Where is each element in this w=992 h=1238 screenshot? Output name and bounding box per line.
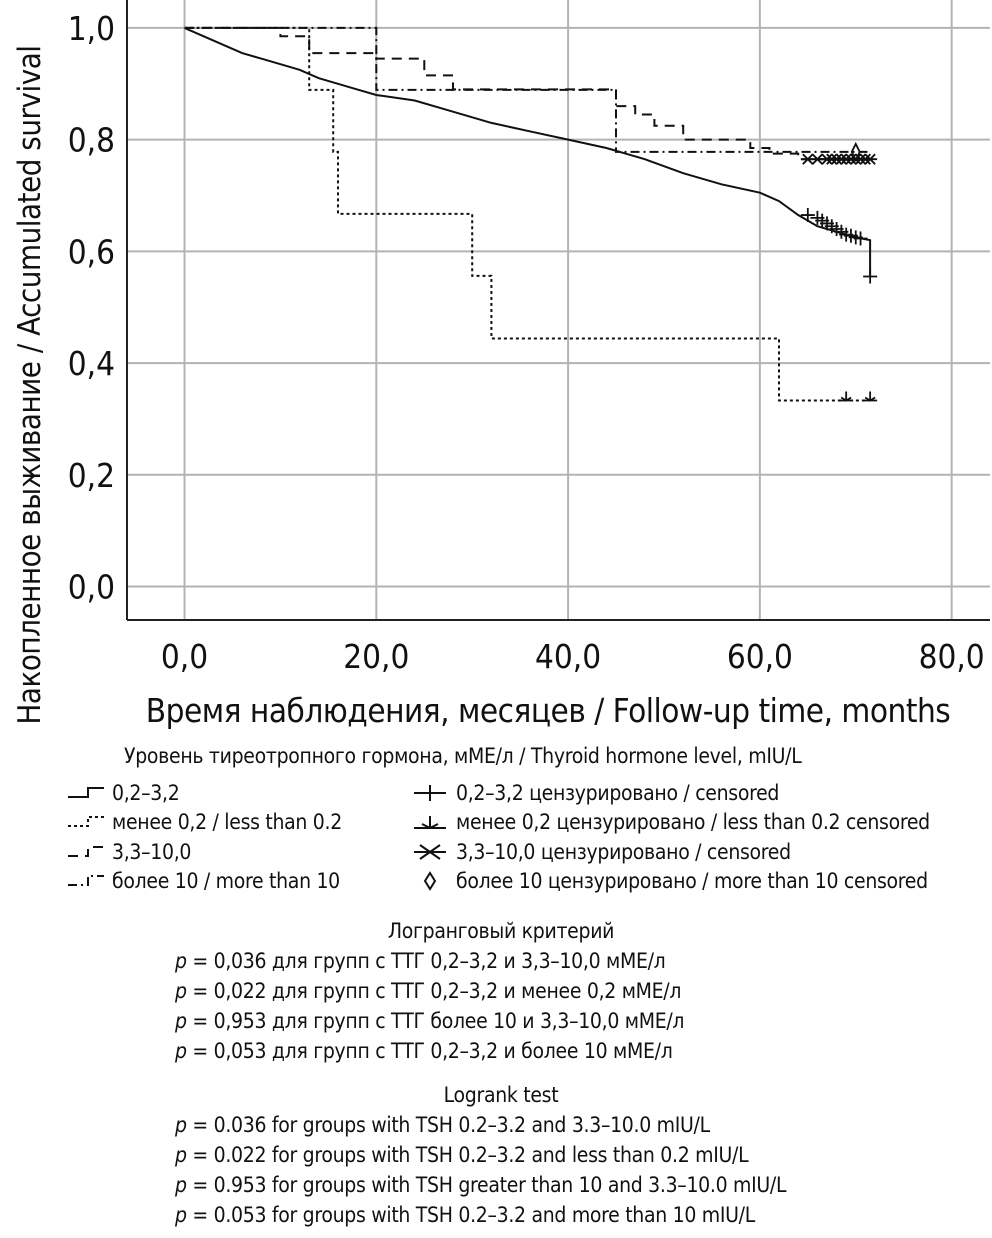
axes bbox=[126, 0, 990, 621]
legend-label: 0,2–3,2 bbox=[112, 780, 180, 805]
y-tick-label: 0,8 bbox=[68, 121, 115, 160]
logrank-line: p = 0.022 for groups with TSH 0.2–3.2 an… bbox=[175, 1143, 749, 1167]
censor-mark-0 bbox=[863, 269, 878, 284]
legend-item-less-than-0-2: менее 0,2 / less than 0.2 bbox=[66, 808, 342, 838]
grid bbox=[127, 0, 990, 620]
logrank-line: p = 0,022 для групп с ТТГ 0,2–3,2 и мене… bbox=[175, 979, 682, 1003]
logrank-line: p = 0,053 для групп с ТТГ 0,2–3,2 и боле… bbox=[175, 1039, 673, 1063]
x-tick-label: 0,0 bbox=[161, 637, 208, 676]
legend-lines: 0,2–3,2 менее 0,2 / less than 0.2 3,3–10… bbox=[66, 778, 342, 896]
legend-item-censored-3-3-10-0: 3,3–10,0 цензурировано / censored bbox=[410, 837, 930, 867]
legend-censors: 0,2–3,2 цензурировано / censored менее 0… bbox=[410, 778, 930, 896]
censor-mark-0 bbox=[800, 208, 815, 223]
y-tick-label: 0,4 bbox=[68, 344, 115, 383]
legend-label: 3,3–10,0 цензурировано / censored bbox=[456, 839, 791, 864]
censor-marks-group bbox=[800, 141, 878, 402]
x-tick-label: 40,0 bbox=[535, 637, 601, 676]
logrank-line: p = 0.953 for groups with TSH greater th… bbox=[175, 1173, 787, 1197]
censor-mark-2 bbox=[863, 153, 878, 165]
legend-item-censored-less-than-0-2: менее 0,2 цензурировано / less than 0.2 … bbox=[410, 808, 930, 838]
logrank-stats-en: Logrank test p = 0.036 for groups with T… bbox=[0, 1080, 992, 1230]
x-tick-label: 80,0 bbox=[919, 637, 985, 676]
survival-line-1 bbox=[184, 26, 871, 402]
y-tick-label: 0,0 bbox=[68, 567, 115, 606]
logrank-line: p = 0.036 for groups with TSH 0.2–3.2 an… bbox=[175, 1113, 710, 1137]
x-tick-label: 60,0 bbox=[727, 637, 793, 676]
y-tick-label: 0,6 bbox=[68, 232, 115, 271]
y-tick-label: 0,2 bbox=[68, 456, 115, 495]
legend-line-swatch bbox=[68, 875, 104, 887]
legend-item-3-3-10-0: 3,3–10,0 bbox=[66, 837, 342, 867]
censor-mark-3 bbox=[850, 141, 861, 162]
y-tick-label: 1,0 bbox=[68, 9, 115, 48]
legend-item-censored-more-than-10: более 10 цензурировано / more than 10 ce… bbox=[410, 867, 930, 897]
legend-line-swatch bbox=[68, 845, 104, 857]
legend-label: более 10 цензурировано / more than 10 ce… bbox=[456, 869, 928, 894]
legend-item-more-than-10: более 10 / more than 10 bbox=[66, 867, 342, 897]
censor-mark-1 bbox=[839, 391, 854, 402]
censor-mark-1 bbox=[863, 391, 878, 402]
legend-label: 0,2–3,2 цензурировано / censored bbox=[456, 780, 780, 805]
logrank-line: p = 0.053 for groups with TSH 0.2–3.2 an… bbox=[175, 1203, 755, 1227]
x-tick-label: 20,0 bbox=[343, 637, 409, 676]
legend-label: 3,3–10,0 bbox=[112, 839, 192, 864]
logrank-line: p = 0,036 для групп с ТТГ 0,2–3,2 и 3,3–… bbox=[175, 949, 666, 973]
logrank-stats-ru: Логранговый критерий p = 0,036 для групп… bbox=[0, 916, 992, 1066]
legend-label: менее 0,2 цензурировано / less than 0.2 … bbox=[456, 810, 930, 835]
survival-line-2 bbox=[184, 26, 871, 161]
legend-label: более 10 / more than 10 bbox=[112, 869, 340, 894]
legend-item-censored-0-2-3-2: 0,2–3,2 цензурировано / censored bbox=[410, 778, 930, 808]
x-axis-label: Время наблюдения, месяцев / Follow-up ti… bbox=[146, 691, 951, 730]
diamond-marker-icon bbox=[423, 871, 437, 892]
legend-label: менее 0,2 / less than 0.2 bbox=[112, 810, 342, 835]
tee-marker-icon bbox=[414, 816, 446, 830]
survival-line-3 bbox=[184, 26, 871, 153]
series-group bbox=[184, 26, 872, 402]
survival-chart: 0,0 20,0 40,0 60,0 80,0 0,0 0,2 0,4 0,6 0,8 1,0 Вр… bbox=[12, 0, 990, 730]
asterisk-marker-icon bbox=[414, 843, 446, 860]
y-axis-label: Накопленное выживание / Accumulated surv… bbox=[12, 45, 48, 724]
legend-item-0-2-3-2: 0,2–3,2 bbox=[66, 778, 342, 808]
logrank-line: p = 0,953 для групп с ТТГ более 10 и 3,3… bbox=[175, 1009, 685, 1033]
censor-mark-0 bbox=[853, 231, 868, 246]
logrank-heading-ru: Логранговый критерий bbox=[387, 919, 615, 943]
legend-line-swatch bbox=[68, 816, 104, 828]
tick-labels-group: 0,0 20,0 40,0 60,0 80,0 0,0 0,2 0,4 0,6 0,8 1,0 bbox=[68, 9, 985, 676]
legend-line-swatch bbox=[68, 786, 104, 798]
legend-title: Уровень тиреотропного гормона, мМЕ/л / T… bbox=[124, 744, 802, 768]
logrank-heading-en: Logrank test bbox=[443, 1083, 559, 1107]
plus-marker-icon bbox=[414, 784, 446, 801]
